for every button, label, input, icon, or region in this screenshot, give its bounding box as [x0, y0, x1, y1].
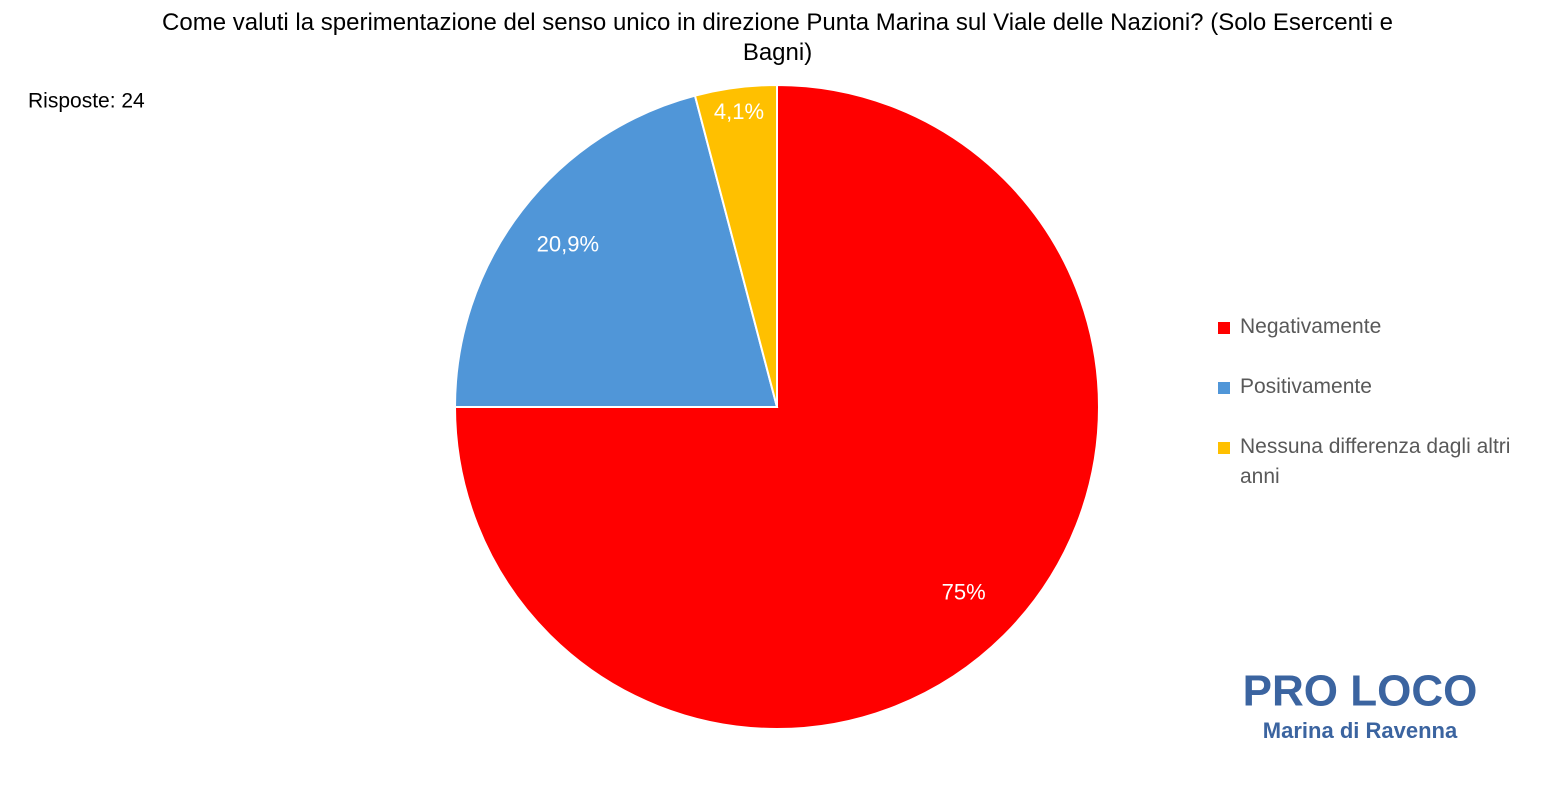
- legend-swatch: [1218, 322, 1230, 334]
- logo-place: Marina di Ravenna: [1263, 718, 1458, 743]
- legend-item: Nessuna differenza dagli altri anni: [1218, 432, 1518, 492]
- legend-swatch: [1218, 382, 1230, 394]
- legend-item: Positivamente: [1218, 372, 1518, 402]
- data-label: 4,1%: [714, 99, 764, 124]
- chart-title: Come valuti la sperimentazione del senso…: [162, 9, 1393, 66]
- logo-name: PRO LOCO: [1243, 667, 1478, 716]
- legend-item: Negativamente: [1218, 312, 1518, 342]
- annotation: Risposte: 24: [28, 90, 145, 113]
- data-label: 75%: [942, 580, 986, 605]
- legend-label: Negativamente: [1240, 315, 1382, 338]
- pie-slice: [453, 94, 779, 408]
- legend-label: Nessuna differenza dagli altri anni: [1240, 435, 1511, 488]
- legend-label: Positivamente: [1240, 375, 1372, 398]
- legend: Negativamente Positivamente Nessuna differ…: [1218, 312, 1518, 522]
- pie-slice: [693, 83, 778, 408]
- legend-swatch: [1218, 442, 1230, 454]
- data-label: 20,9%: [537, 232, 599, 257]
